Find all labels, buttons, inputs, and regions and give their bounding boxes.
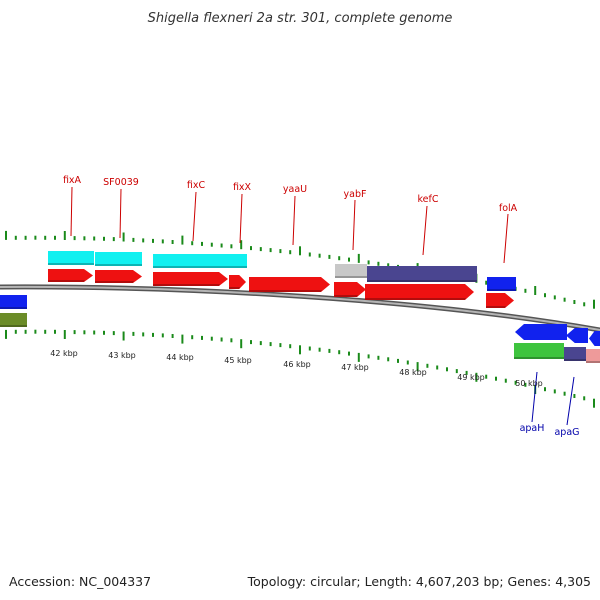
feature-folA-upper[interactable] bbox=[487, 277, 516, 291]
gene-label-yabF[interactable]: yabF bbox=[344, 189, 367, 200]
feature-yaaU-cds[interactable] bbox=[249, 277, 330, 292]
leader-line-forward bbox=[503, 213, 509, 264]
gene-label-SF0039[interactable]: SF0039 bbox=[103, 177, 139, 188]
leader-line-forward bbox=[70, 186, 73, 237]
gene-label-folA[interactable]: folA bbox=[499, 203, 518, 214]
feature-fixA-cds[interactable] bbox=[48, 269, 93, 282]
leader-line-reverse bbox=[566, 376, 575, 426]
gene-label-fixA[interactable]: fixA bbox=[63, 175, 82, 186]
map-title: Shigella flexneri 2a str. 301, complete … bbox=[148, 11, 453, 26]
feature-right-edge-cds[interactable] bbox=[589, 331, 600, 346]
feature-apaH-lower[interactable] bbox=[514, 343, 564, 359]
feature-yabF-cds[interactable] bbox=[334, 282, 366, 297]
feature-folA-cds[interactable] bbox=[486, 293, 514, 308]
feature-track bbox=[0, 251, 600, 363]
feature-yabF-upper[interactable] bbox=[335, 264, 367, 278]
scale-label-44: 44 kbp bbox=[166, 353, 194, 362]
scale-label-49: 49 kbp bbox=[457, 373, 485, 382]
feature-SF0039-upper[interactable] bbox=[95, 252, 142, 266]
scale-label-48: 48 kbp bbox=[399, 368, 427, 377]
scale-label-43: 43 kbp bbox=[108, 351, 136, 360]
feature-fixA-upper[interactable] bbox=[48, 251, 94, 265]
feature-kefC-upper[interactable] bbox=[367, 266, 477, 282]
gene-labels: fixA SF0039 fixC fixX yaaU yabF kefC fol… bbox=[63, 175, 580, 438]
genome-info-text: Topology: circular; Length: 4,607,203 bp… bbox=[247, 574, 591, 589]
gene-label-fixX[interactable]: fixX bbox=[233, 182, 252, 193]
genome-backbone bbox=[0, 284, 600, 333]
scale-labels: 42 kbp 43 kbp 44 kbp 45 kbp 46 kbp 47 kb… bbox=[50, 349, 543, 388]
inner-tick-row bbox=[5, 329, 595, 408]
accession-text: Accession: NC_004337 bbox=[9, 574, 151, 589]
feature-apaH-cds[interactable] bbox=[515, 324, 567, 340]
leader-line-forward bbox=[422, 205, 428, 256]
feature-fixX-cds[interactable] bbox=[229, 275, 246, 289]
feature-left-olive[interactable] bbox=[0, 313, 27, 327]
scale-label-47: 47 kbp bbox=[341, 363, 369, 372]
feature-kefC-cds[interactable] bbox=[365, 284, 474, 300]
leader-line-forward bbox=[239, 193, 243, 244]
scale-label-45: 45 kbp bbox=[224, 356, 252, 365]
scale-label-46: 46 kbp bbox=[283, 360, 311, 369]
leader-line-forward bbox=[352, 199, 356, 251]
gene-label-apaG[interactable]: apaG bbox=[554, 427, 579, 438]
leader-line-reverse bbox=[531, 371, 538, 423]
genome-backbone-highlight bbox=[0, 285, 600, 331]
label-leaders bbox=[70, 186, 575, 426]
leader-line-forward bbox=[292, 195, 296, 246]
scale-label-50: 50 kbp bbox=[515, 379, 543, 388]
feature-left-blue[interactable] bbox=[0, 295, 27, 309]
scale-label-42: 42 kbp bbox=[50, 349, 78, 358]
feature-apaG-cds[interactable] bbox=[566, 328, 588, 343]
feature-fixC-cds[interactable] bbox=[153, 272, 228, 286]
gene-label-yaaU[interactable]: yaaU bbox=[283, 184, 307, 195]
leader-line-forward bbox=[192, 191, 197, 242]
leader-line-forward bbox=[119, 188, 122, 239]
feature-apaG-lower[interactable] bbox=[564, 347, 586, 361]
feature-SF0039-cds[interactable] bbox=[95, 270, 142, 283]
outer-tick-row bbox=[5, 230, 595, 309]
gene-label-apaH[interactable]: apaH bbox=[520, 423, 545, 434]
feature-right-lower-edge[interactable] bbox=[586, 349, 600, 363]
gene-label-kefC[interactable]: kefC bbox=[418, 194, 439, 205]
gene-label-fixC[interactable]: fixC bbox=[187, 180, 206, 191]
feature-fixC-upper[interactable] bbox=[153, 254, 247, 268]
